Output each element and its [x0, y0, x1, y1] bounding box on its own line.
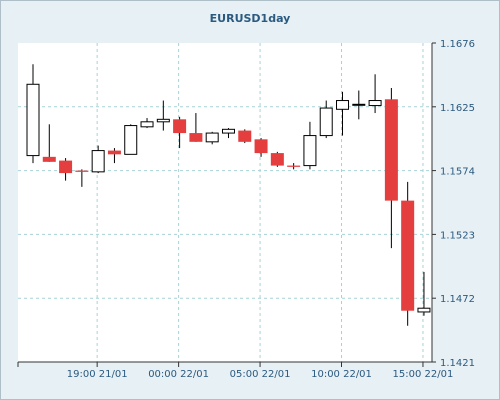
- candle-body-bear: [75, 170, 89, 172]
- candle-body-bull: [336, 100, 350, 110]
- candle-body-bull: [26, 83, 40, 157]
- x-tick-label: 19:00 21/01: [67, 369, 128, 380]
- candle-body-bull: [156, 118, 170, 123]
- candle-body-bull: [221, 128, 235, 134]
- axes: 1.1676 1.1625 1.1574 1.1523 1.1472 1.1421 19:0…: [17, 39, 475, 380]
- candles: [26, 64, 431, 326]
- x-tick-label: 15:00 22/01: [393, 369, 454, 380]
- chart-title: EURUSD1day: [209, 12, 291, 25]
- plot-area: [18, 43, 432, 362]
- y-tick-label: 1.1421: [440, 358, 475, 369]
- x-tick-label: 00:00 22/01: [148, 369, 209, 380]
- candle-body-bull: [303, 135, 317, 167]
- candle-body-bear: [254, 139, 268, 154]
- candle-body-bear: [189, 133, 203, 142]
- x-tick-label: 05:00 22/01: [230, 369, 291, 380]
- candle-body-bear: [401, 200, 415, 311]
- candle-body-bull: [124, 125, 138, 155]
- candle-body-bull: [368, 100, 382, 107]
- candle-body-bear: [59, 160, 73, 174]
- y-tick-label: 1.1676: [440, 39, 475, 50]
- candle-body-bear: [238, 130, 252, 142]
- candle-body-bear: [287, 165, 301, 167]
- candle-body-bear: [173, 119, 187, 134]
- candle-body-bear: [42, 156, 56, 162]
- candle-body-bear: [270, 153, 284, 166]
- candle-body-bear: [384, 99, 398, 201]
- candle-body-bull: [352, 103, 366, 106]
- y-tick-label: 1.1472: [440, 294, 475, 305]
- candle-body-bull: [319, 107, 333, 137]
- x-tick-label: 10:00 22/01: [311, 369, 372, 380]
- candle-body-bull: [140, 121, 154, 128]
- y-tick-label: 1.1574: [440, 167, 475, 178]
- candle-body-bull: [417, 307, 431, 313]
- candle-body-bull: [91, 150, 105, 173]
- y-tick-label: 1.1625: [440, 103, 475, 114]
- candle-body-bull: [205, 132, 219, 143]
- candle-body-bear: [107, 150, 121, 155]
- y-tick-label: 1.1523: [440, 230, 475, 241]
